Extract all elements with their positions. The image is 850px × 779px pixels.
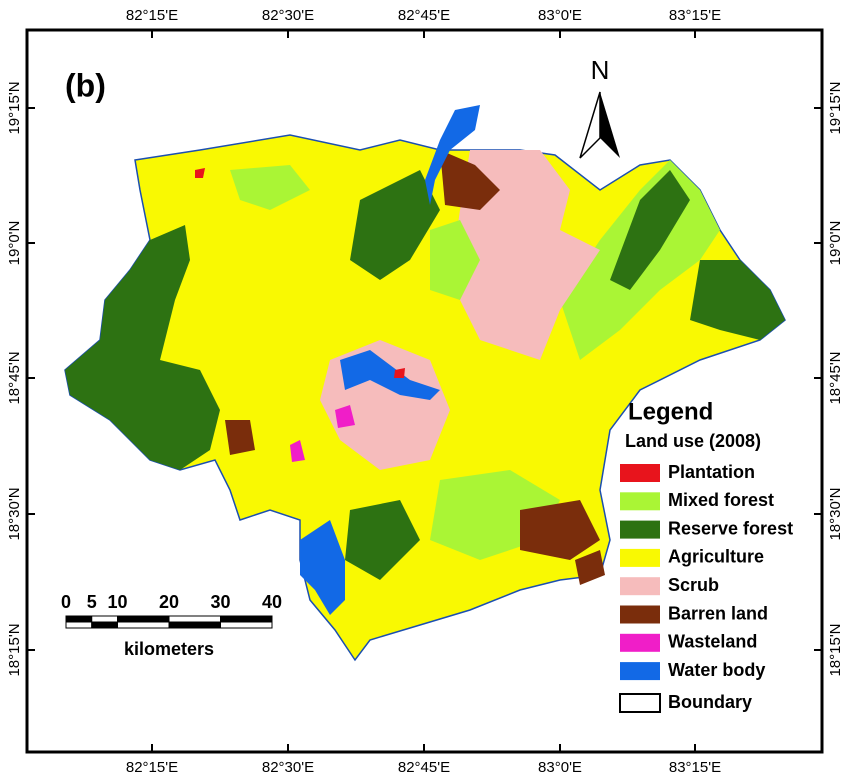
- lon-label-bottom: 83°0'E: [538, 759, 582, 776]
- scale-tick-label: 30: [210, 592, 230, 612]
- scale-tick-label: 0: [61, 592, 71, 612]
- lon-label-bottom: 82°15'E: [126, 759, 178, 776]
- scale-segment: [65, 615, 93, 623]
- scale-segment: [168, 615, 221, 623]
- legend-label: Scrub: [668, 575, 719, 595]
- legend-swatch: [620, 633, 660, 652]
- scale-tick-label: 20: [159, 592, 179, 612]
- lon-label-bottom: 83°15'E: [669, 759, 721, 776]
- scale-tick-label: 5: [87, 592, 97, 612]
- lat-label-right: 18°15'N: [827, 623, 844, 676]
- legend-swatch: [620, 492, 660, 511]
- scale-segment: [117, 615, 170, 623]
- land-use-map: [64, 105, 786, 662]
- lat-label-right: 19°15'N: [827, 81, 844, 134]
- lat-label-left: 18°15'N: [6, 623, 23, 676]
- scale-unit: kilometers: [124, 639, 214, 659]
- legend-swatch: [620, 577, 660, 596]
- lon-label-bottom: 82°30'E: [262, 759, 314, 776]
- legend-label: Mixed forest: [668, 490, 774, 510]
- legend-label: Wasteland: [668, 632, 757, 652]
- legend-label: Plantation: [668, 462, 755, 482]
- lat-label-left: 19°0'N: [6, 221, 23, 266]
- scale-segment: [117, 621, 170, 629]
- legend-subtitle: Land use (2008): [625, 431, 761, 451]
- lat-label-left: 18°45'N: [6, 351, 23, 404]
- north-label: N: [591, 55, 610, 85]
- panel-label: (b): [65, 67, 106, 103]
- legend-swatch: [620, 548, 660, 567]
- lon-label-top: 82°45'E: [398, 7, 450, 24]
- legend-label: Boundary: [668, 692, 752, 712]
- lat-label-right: 18°30'N: [827, 487, 844, 540]
- scale-segment: [168, 621, 221, 629]
- lat-label-right: 18°45'N: [827, 351, 844, 404]
- scale-tick-label: 40: [262, 592, 282, 612]
- legend-swatch: [620, 520, 660, 539]
- north-arrow: [579, 91, 620, 159]
- lat-label-right: 19°0'N: [827, 221, 844, 266]
- legend-swatch: [620, 605, 660, 624]
- legend-label: Water body: [668, 660, 765, 680]
- legend-label: Barren land: [668, 603, 768, 623]
- scale-tick-label: 10: [107, 592, 127, 612]
- legend-title: Legend: [628, 398, 713, 425]
- legend-swatch: [620, 464, 660, 482]
- lon-label-top: 83°0'E: [538, 7, 582, 24]
- lat-label-left: 19°15'N: [6, 81, 23, 134]
- scale-segment: [220, 615, 273, 623]
- legend-label: Agriculture: [668, 547, 764, 567]
- legend-swatch: [620, 662, 660, 681]
- lon-label-top: 82°15'E: [126, 7, 178, 24]
- lon-label-top: 82°30'E: [262, 7, 314, 24]
- legend-label: Reserve forest: [668, 518, 793, 538]
- lon-label-bottom: 82°45'E: [398, 759, 450, 776]
- scale-segment: [220, 621, 273, 629]
- lat-label-left: 18°30'N: [6, 487, 23, 540]
- legend-swatch: [619, 693, 661, 713]
- lon-label-top: 83°15'E: [669, 7, 721, 24]
- scale-segment: [91, 615, 118, 623]
- scale-segment: [91, 621, 118, 629]
- scale-segment: [65, 621, 93, 629]
